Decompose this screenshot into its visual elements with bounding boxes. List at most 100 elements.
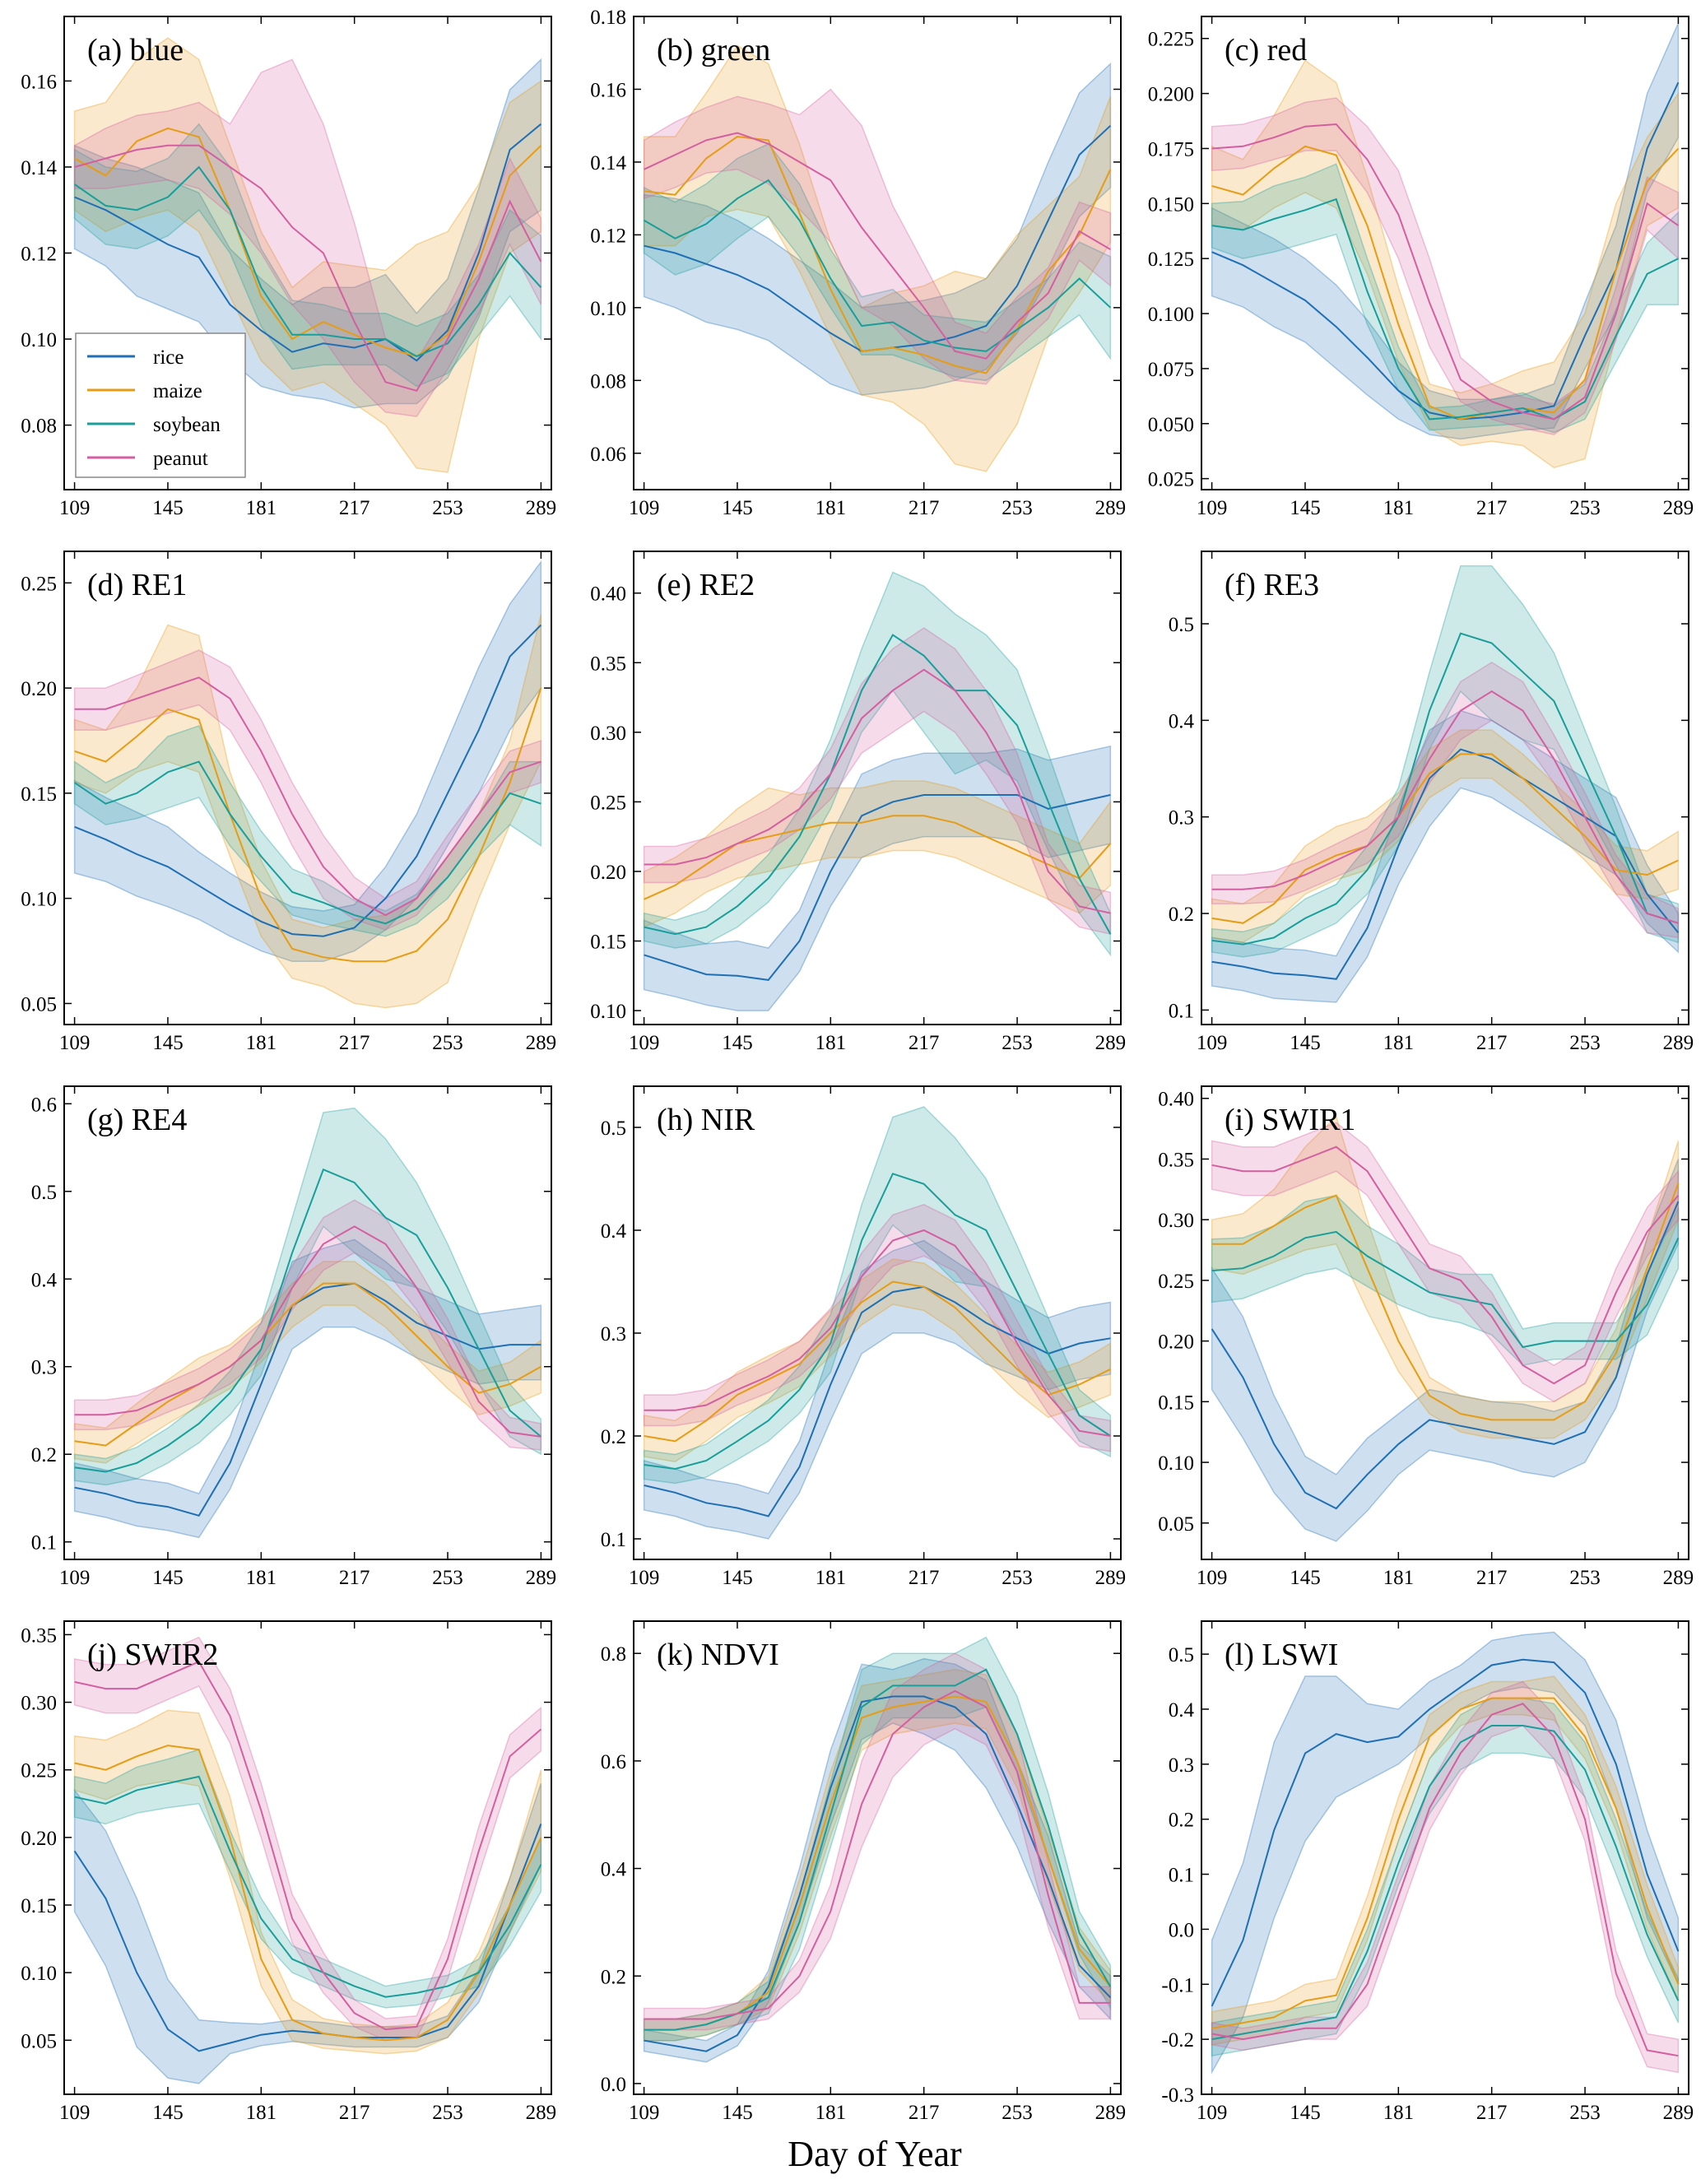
line-peanut: [74, 144, 542, 392]
y-tick-label: 0.10: [21, 889, 57, 911]
x-axis-label: Day of Year: [788, 2134, 962, 2174]
x-tick-label: 145: [152, 2102, 184, 2124]
y-tick-label: 0.08: [21, 416, 57, 438]
plot-area: [643, 571, 1112, 1011]
line-peanut: [74, 1225, 541, 1438]
line-rice: [74, 123, 542, 362]
y-tick-label: 0.10: [590, 298, 626, 320]
panel-title: (d) RE1: [87, 568, 187, 602]
x-tick-label: 289: [1095, 497, 1127, 519]
line-peanut: [74, 1661, 542, 2031]
y-tick-label: 0.0: [1169, 1919, 1194, 1941]
x-tick-label: 181: [816, 2102, 847, 2124]
line-rice: [644, 1695, 1112, 2052]
x-tick-label: 109: [629, 2102, 660, 2124]
y-tick-label: 0.20: [590, 862, 626, 884]
x-tick-label: 289: [1095, 2102, 1127, 2124]
x-tick-label: 145: [1290, 2102, 1321, 2124]
panel-title: (a) blue: [87, 33, 184, 67]
x-tick-label: 109: [59, 1567, 91, 1589]
y-tick-label: 0.15: [21, 783, 57, 806]
x-tick-label: 109: [59, 1032, 91, 1054]
x-tick-label: 217: [339, 1032, 370, 1054]
x-tick-label: 109: [1197, 2102, 1228, 2124]
panel-0: 109 145 181 217 253 289 0.08 0.10 0.12 0.14 0.16 (a…: [21, 16, 556, 519]
band-peanut: [1211, 662, 1680, 939]
band-rice: [1211, 22, 1680, 440]
y-tick-label: 0.5: [31, 1182, 57, 1204]
panel-5: 109 145 181 217 253 289 0.1 0.2 0.3 0.4 0.5 (f) RE3: [1169, 551, 1694, 1054]
x-tick-label: 145: [1290, 497, 1321, 519]
legend: rice maize soybean peanut: [75, 332, 246, 478]
y-tick-label: 0.25: [21, 1760, 57, 1782]
band-peanut: [73, 1636, 542, 2042]
line-maize: [1211, 1183, 1680, 1421]
line-soybean: [74, 760, 541, 925]
axes-frame: [633, 16, 1122, 490]
y-tick-label: 0.1: [1169, 1865, 1194, 1887]
x-tick-label: 109: [1197, 1567, 1228, 1589]
x-tick-label: 145: [722, 1567, 753, 1589]
panel-9: 109 145 181 217 253 289 0.05 0.10 0.15 0.20 0.25 0.…: [21, 1620, 556, 2124]
x-tick-label: 109: [629, 1032, 660, 1054]
y-tick-label: 0.175: [1148, 138, 1194, 160]
axes-frame: [633, 551, 1122, 1025]
band-maize: [643, 44, 1112, 472]
band-rice: [1211, 709, 1680, 1003]
y-tick-label: 0.16: [590, 79, 626, 101]
y-tick-label: 0.2: [31, 1444, 57, 1466]
x-tick-label: 109: [1197, 497, 1228, 519]
line-peanut: [644, 1229, 1111, 1437]
panel-title: (b) green: [657, 33, 770, 67]
line-maize: [644, 815, 1112, 900]
panel-title: (j) SWIR2: [87, 1638, 218, 1672]
axes-frame: [63, 1620, 552, 2095]
legend-label-rice: rice: [153, 346, 184, 369]
line-peanut: [1211, 690, 1679, 924]
y-tick-label: 0.15: [590, 932, 626, 954]
line-peanut: [644, 668, 1111, 914]
plot-area: [73, 1107, 542, 1539]
x-tick-label: 289: [1663, 2102, 1694, 2124]
x-tick-label: 145: [152, 1032, 184, 1054]
x-tick-label: 181: [816, 1567, 847, 1589]
axes-frame: [63, 551, 552, 1025]
plot-area: [643, 44, 1112, 472]
line-soybean: [74, 1168, 542, 1473]
x-tick-label: 253: [1002, 1032, 1033, 1054]
x-tick-label: 217: [909, 1032, 940, 1054]
y-tick-label: 0.40: [1158, 1089, 1194, 1111]
panel-title: (i) SWIR1: [1225, 1103, 1355, 1137]
x-tick-label: 289: [1663, 1032, 1694, 1054]
y-tick-label: 0.30: [1158, 1210, 1194, 1232]
x-tick-label: 217: [909, 497, 940, 519]
y-tick-label: 0.12: [590, 225, 626, 247]
band-peanut: [1211, 1122, 1680, 1403]
y-tick-label: 0.1: [31, 1532, 57, 1554]
y-tick-label: 0.8: [601, 1643, 626, 1666]
band-rice: [643, 1657, 1112, 2063]
x-tick-label: 145: [722, 2102, 753, 2124]
x-tick-label: 253: [1002, 497, 1033, 519]
line-soybean: [644, 1668, 1112, 2031]
line-maize: [1211, 753, 1679, 924]
line-maize: [74, 1282, 541, 1447]
y-tick-label: 0.150: [1148, 193, 1194, 216]
axes-frame: [1201, 1085, 1689, 1560]
plot-area: [73, 1636, 542, 2084]
y-tick-label: 0.0: [601, 2074, 626, 2096]
panel-title: (h) NIR: [657, 1103, 755, 1137]
y-tick-label: 0.075: [1148, 359, 1194, 381]
y-tick-label: 0.05: [1158, 1513, 1194, 1536]
x-tick-label: 181: [246, 2102, 277, 2124]
y-tick-label: 0.20: [21, 1828, 57, 1850]
x-tick-label: 289: [526, 1032, 557, 1054]
line-soybean: [1211, 632, 1679, 946]
x-tick-label: 217: [909, 1567, 940, 1589]
y-tick-label: 0.10: [590, 1001, 626, 1023]
x-tick-label: 145: [722, 497, 753, 519]
y-tick-label: 0.05: [21, 2030, 57, 2052]
x-tick-label: 145: [152, 497, 184, 519]
band-soybean: [643, 142, 1112, 382]
